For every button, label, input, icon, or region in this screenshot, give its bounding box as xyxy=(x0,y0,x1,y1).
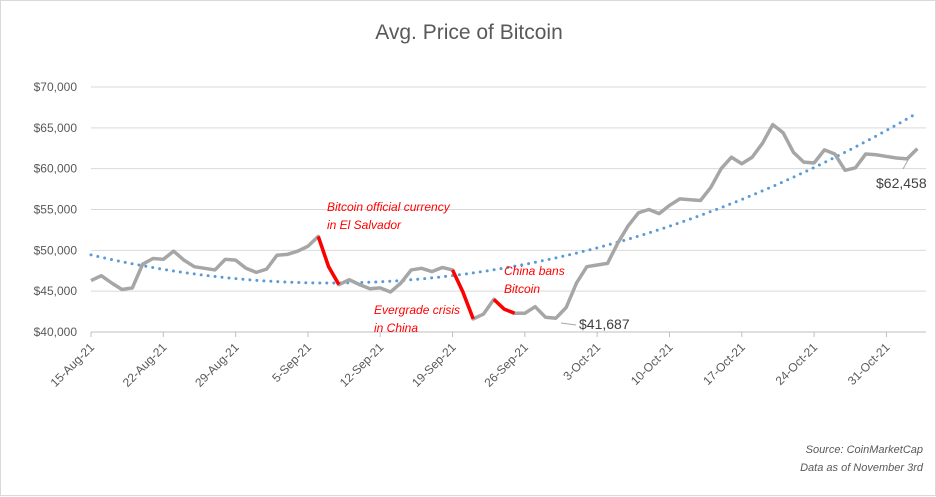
trendline xyxy=(89,111,919,285)
y-tick-label: $50,000 xyxy=(34,243,78,257)
x-tick-label: 5-Sep-21 xyxy=(269,340,314,385)
annotation-evergrande-line2: in China xyxy=(374,321,418,335)
annotation-evergrande-line1: Evergrade crisis xyxy=(374,303,460,317)
y-tick-label: $65,000 xyxy=(34,121,78,135)
x-tick-label: 29-Aug-21 xyxy=(192,340,242,390)
y-tick-label: $55,000 xyxy=(34,203,78,217)
x-tick-label: 17-Oct-21 xyxy=(700,340,748,388)
highlight-segment xyxy=(450,269,475,320)
data-label-last: $62,458 xyxy=(876,175,927,191)
y-tick-label: $40,000 xyxy=(34,325,78,339)
highlight-segment xyxy=(316,235,341,286)
annotation-china-bans-line2: Bitcoin xyxy=(504,282,540,296)
highlight-segment xyxy=(492,298,516,315)
y-tick-label: $70,000 xyxy=(34,80,78,94)
chart-title: Avg. Price of Bitcoin xyxy=(375,21,563,44)
x-tick-label: 19-Sep-21 xyxy=(409,340,459,390)
x-tick-label: 22-Aug-21 xyxy=(120,340,170,390)
data-date-note: Data as of November 3rd xyxy=(800,462,924,474)
annotation-el-salvador-line2: in El Salvador xyxy=(327,218,402,232)
x-tick-label: 31-Oct-21 xyxy=(845,340,893,388)
x-tick-label: 10-Oct-21 xyxy=(628,340,676,388)
leader-line-last xyxy=(902,150,914,170)
y-tick-label: $45,000 xyxy=(34,284,78,298)
x-tick-label: 12-Sep-21 xyxy=(337,340,387,390)
x-tick-label: 15-Aug-21 xyxy=(48,340,98,390)
y-tick-label: $60,000 xyxy=(34,162,78,176)
annotation-el-salvador-line1: Bitcoin official currency xyxy=(327,200,451,214)
x-tick-label: 3-Oct-21 xyxy=(560,340,603,383)
data-label-low: $41,687 xyxy=(579,316,630,332)
leader-line-low xyxy=(560,322,577,326)
x-tick-label: 24-Oct-21 xyxy=(773,340,821,388)
source-note: Source: CoinMarketCap xyxy=(806,444,923,456)
x-tick-label: 26-Sep-21 xyxy=(481,340,531,390)
annotation-china-bans-line1: China bans xyxy=(504,264,565,278)
